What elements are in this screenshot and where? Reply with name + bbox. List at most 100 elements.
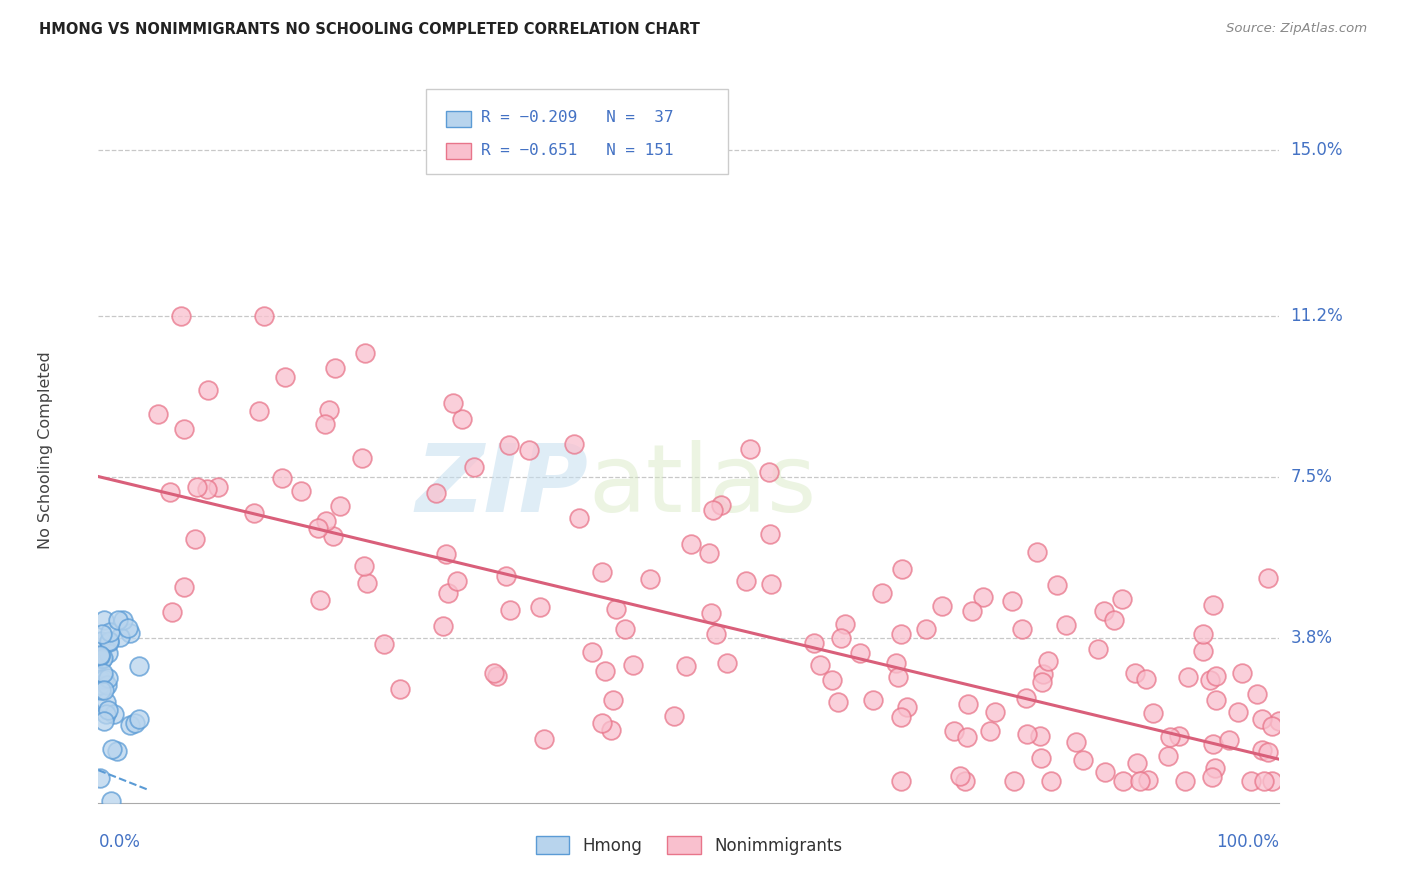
Point [758, 526, 780, 541]
Point [273, 369, 295, 384]
Point [485, 669, 508, 683]
Point [716, 657, 738, 671]
Point [890, 561, 912, 575]
Point [100, 794, 122, 808]
Point [108, 630, 131, 644]
Text: ZIP: ZIP [416, 440, 589, 532]
Point [1202, 598, 1225, 612]
Point [446, 574, 468, 588]
Point [160, 605, 183, 619]
Point [451, 412, 474, 426]
Point [96, 678, 118, 692]
Point [271, 470, 294, 484]
Text: HMONG VS NONIMMIGRANTS NO SCHOOLING COMPLETED CORRELATION CHART: HMONG VS NONIMMIGRANTS NO SCHOOLING COMP… [39, 22, 700, 37]
Point [159, 484, 181, 499]
Point [1192, 643, 1215, 657]
Point [613, 622, 636, 636]
Point [1204, 761, 1226, 775]
Point [1205, 669, 1227, 683]
Point [591, 566, 613, 580]
Point [956, 730, 979, 744]
Point [1240, 774, 1263, 789]
Point [1136, 772, 1159, 787]
Point [105, 744, 128, 758]
Point [600, 723, 623, 737]
Text: No Schooling Completed: No Schooling Completed [38, 351, 53, 549]
Point [112, 613, 135, 627]
Point [91, 651, 114, 665]
Point [173, 422, 195, 436]
Point [207, 480, 229, 494]
Point [834, 616, 856, 631]
Point [97, 671, 120, 685]
Point [960, 604, 983, 618]
Point [124, 715, 146, 730]
Point [322, 529, 344, 543]
Point [120, 718, 142, 732]
Point [1230, 666, 1253, 681]
Point [605, 601, 627, 615]
Point [463, 460, 485, 475]
Point [1111, 591, 1133, 606]
Point [972, 591, 994, 605]
Point [697, 546, 720, 560]
Point [195, 482, 218, 496]
Point [1032, 667, 1054, 681]
Point [1246, 686, 1268, 700]
Point [702, 503, 724, 517]
Point [90, 683, 112, 698]
Point [1253, 774, 1275, 789]
Point [1159, 730, 1181, 744]
Point [849, 647, 872, 661]
Point [1205, 693, 1227, 707]
Point [353, 346, 375, 360]
Point [1202, 737, 1225, 751]
Point [318, 402, 340, 417]
Point [93, 672, 115, 686]
Point [662, 709, 685, 723]
Point [1125, 665, 1147, 680]
Point [593, 664, 616, 678]
Point [1017, 727, 1039, 741]
Point [93, 682, 115, 697]
Point [356, 575, 378, 590]
Point [517, 443, 540, 458]
Point [1261, 774, 1284, 789]
Point [309, 592, 332, 607]
Point [957, 697, 980, 711]
Text: atlas: atlas [589, 440, 817, 532]
Point [735, 574, 758, 588]
Point [482, 665, 505, 680]
Point [323, 360, 346, 375]
Point [529, 600, 551, 615]
Point [441, 395, 464, 409]
Text: 0.0%: 0.0% [98, 833, 141, 851]
Point [1046, 577, 1069, 591]
Point [94, 707, 117, 722]
Point [1112, 774, 1135, 789]
Point [1191, 627, 1213, 641]
Point [89, 648, 111, 663]
Point [186, 480, 208, 494]
Point [887, 670, 910, 684]
Point [253, 309, 276, 323]
Point [1260, 718, 1282, 732]
Point [953, 774, 976, 789]
Point [1015, 690, 1038, 705]
Point [1029, 730, 1052, 744]
Point [389, 681, 412, 696]
Point [890, 627, 912, 641]
Point [700, 607, 723, 621]
Point [949, 769, 972, 783]
Point [1029, 750, 1052, 764]
Text: 11.2%: 11.2% [1291, 307, 1343, 325]
Point [1257, 745, 1279, 759]
Point [1135, 673, 1157, 687]
Point [808, 658, 831, 673]
Point [896, 699, 918, 714]
Point [89, 772, 111, 786]
Point [495, 568, 517, 582]
Point [562, 436, 585, 450]
Point [1071, 753, 1094, 767]
Text: R = −0.651   N = 151: R = −0.651 N = 151 [481, 143, 673, 158]
